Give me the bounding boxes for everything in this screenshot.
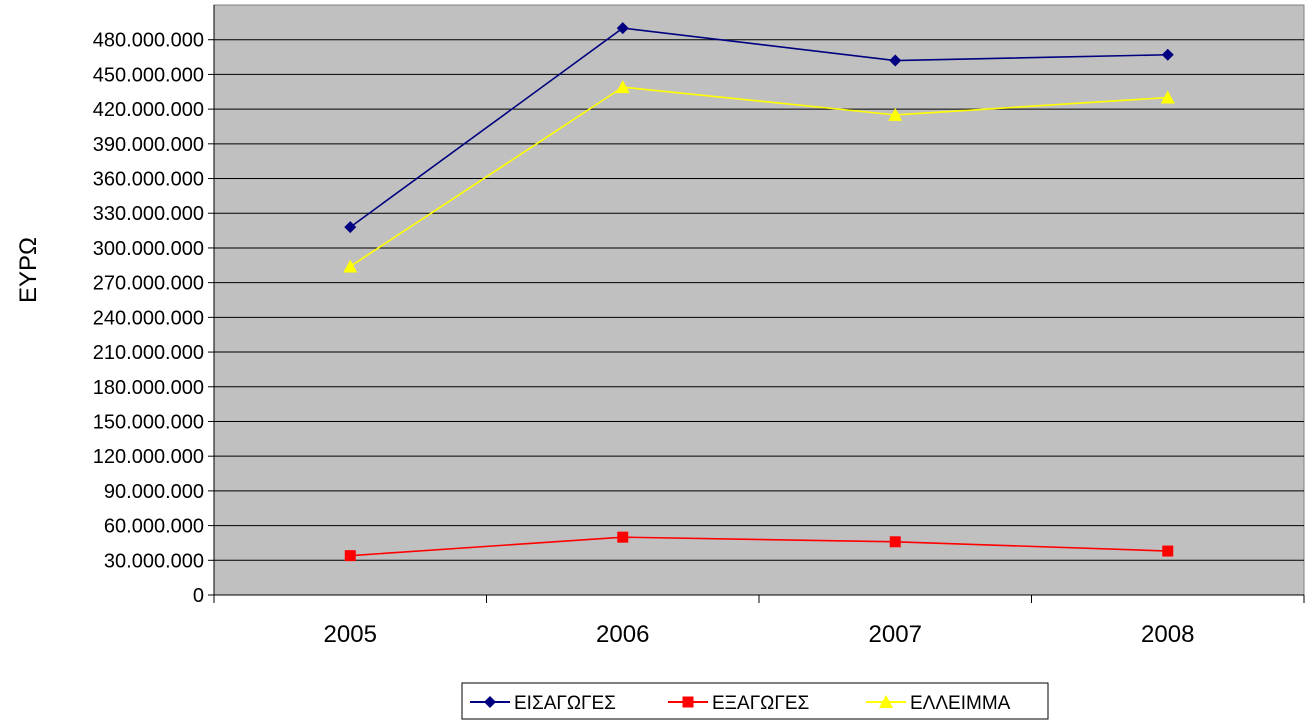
y-tick-label: 90.000.000	[104, 481, 204, 503]
y-tick-label: 180.000.000	[93, 377, 204, 399]
data-point	[343, 259, 358, 273]
y-tick-label: 150.000.000	[93, 411, 204, 433]
data-point	[617, 531, 629, 543]
x-tick-label: 2007	[869, 621, 922, 648]
y-tick-label: 60.000.000	[104, 516, 204, 538]
data-point	[616, 22, 629, 35]
y-tick-label: 0	[193, 585, 204, 607]
data-point	[889, 54, 902, 67]
y-tick-label: 240.000.000	[93, 307, 204, 329]
y-tick-label: 390.000.000	[93, 134, 204, 156]
y-tick-label: 450.000.000	[93, 64, 204, 86]
series-line	[349, 86, 1168, 268]
y-axis-title: ΕΥΡΩ	[15, 237, 42, 303]
y-tick-label: 420.000.000	[93, 99, 204, 121]
x-tick-label: 2005	[324, 621, 377, 648]
y-tick-label: 210.000.000	[93, 342, 204, 364]
y-tick-label: 360.000.000	[93, 169, 204, 191]
data-point	[615, 80, 630, 94]
x-tick-label: 2006	[596, 621, 649, 648]
data-point	[889, 536, 901, 548]
axes: 0 30.000.000 60.000.000 90.000.000 120.000.0…	[93, 5, 1305, 648]
data-point	[344, 221, 357, 234]
y-tick-label: 480.000.000	[93, 30, 204, 52]
plot-area	[213, 4, 1305, 596]
data-point	[344, 550, 356, 562]
data-point	[1161, 48, 1174, 61]
y-tick-label: 300.000.000	[93, 238, 204, 260]
legend-marker	[879, 695, 893, 708]
data-point	[1162, 545, 1174, 557]
series-2	[344, 531, 1174, 562]
series	[343, 22, 1175, 562]
legend-label: ΕΛΛΕΙΜΜΑ	[910, 693, 1011, 714]
data-point	[1160, 90, 1175, 104]
y-tick-label: 120.000.000	[93, 446, 204, 468]
legend-box	[461, 682, 1049, 720]
series-line	[350, 536, 1168, 557]
legend-label: ΕΙΣΑΓΩΓΕΣ	[514, 693, 616, 714]
legend-marker	[484, 696, 496, 708]
series-3	[343, 80, 1175, 273]
y-tick-label: 30.000.000	[104, 550, 204, 572]
y-tick-label: 330.000.000	[93, 203, 204, 225]
y-tick-label: 270.000.000	[93, 273, 204, 295]
legend-label: ΕΞΑΓΩΓΕΣ	[712, 693, 809, 714]
gridlines	[214, 39, 1304, 561]
series-line	[349, 27, 1168, 228]
legend-marker	[682, 696, 694, 708]
data-point	[888, 107, 903, 121]
series-1	[344, 22, 1174, 234]
legend: ΕΙΣΑΓΩΓΕΣ ΕΞΑΓΩΓΕΣ ΕΛΛΕΙΜΜΑ	[461, 682, 1049, 720]
x-tick-label: 2008	[1141, 621, 1194, 648]
